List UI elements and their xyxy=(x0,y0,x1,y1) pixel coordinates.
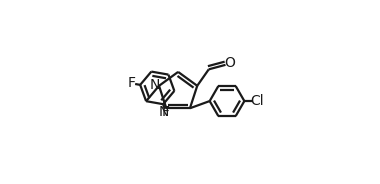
Text: F: F xyxy=(162,105,170,119)
Text: N: N xyxy=(159,105,169,119)
Text: Cl: Cl xyxy=(250,94,264,108)
Text: F: F xyxy=(128,76,136,90)
Text: N: N xyxy=(149,78,160,92)
Text: O: O xyxy=(224,56,235,70)
